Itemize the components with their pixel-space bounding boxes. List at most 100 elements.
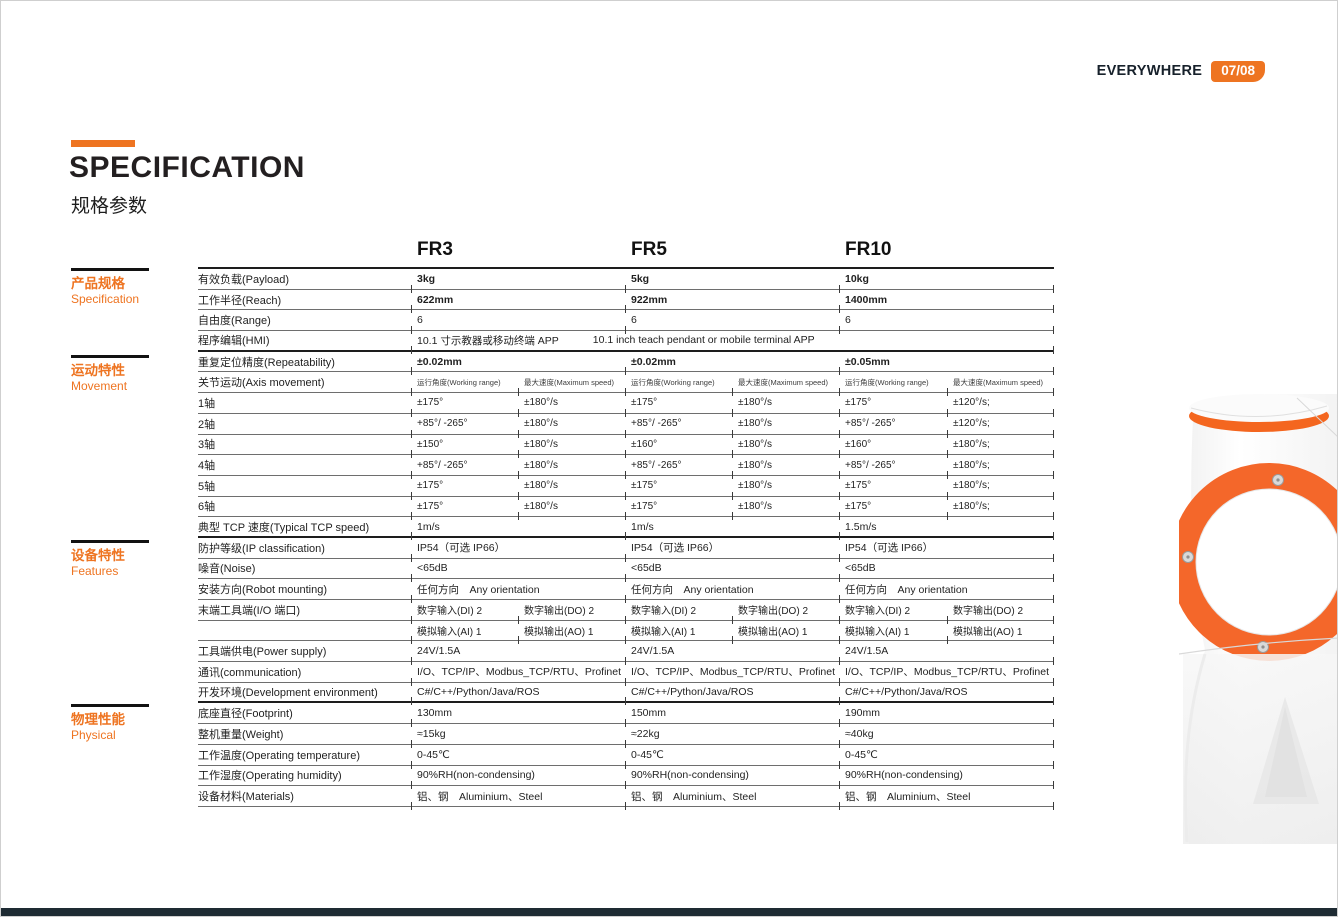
- spec-cell: 数字输出(DO) 2: [518, 600, 625, 624]
- spec-cell: +85°/ -265°: [411, 414, 518, 438]
- spec-cell: 最大速度(Maximum speed): [947, 372, 1054, 396]
- spec-cell: 3kg: [411, 269, 625, 293]
- spec-cell: 24V/1.5A: [411, 641, 625, 665]
- row-label: 重复定位精度(Repeatability): [198, 356, 335, 369]
- row-label: 5轴: [198, 480, 216, 493]
- spec-cell: 任何方向 Any orientation: [411, 579, 625, 603]
- spec-cell: 数字输入(DI) 2: [411, 600, 518, 624]
- spec-cell: ±180°/s: [518, 476, 625, 500]
- spec-cell: ±175°: [839, 476, 947, 500]
- spec-row: 自由度(Range) 6 6 6: [198, 310, 1054, 334]
- spec-row: 开发环境(Development environment) C#/C++/Pyth…: [198, 683, 1054, 706]
- spec-cell: 1.5m/s: [839, 517, 1054, 540]
- spec-row: 5轴 ±175° ±180°/s ±175° ±180°/s ±175° ±180°/s;: [198, 476, 1054, 500]
- spec-cell: 0-45℃: [411, 745, 625, 769]
- spec-row: 设备材料(Materials) 铝、钢 Aluminium、Steel 铝、钢 Al…: [198, 786, 1054, 810]
- spec-cell: 130mm: [411, 703, 625, 727]
- row-label: 6轴: [198, 501, 216, 514]
- title-accent-dash: [71, 140, 135, 147]
- spec-cell: ±180°/s;: [947, 476, 1054, 500]
- row-label: 3轴: [198, 439, 216, 452]
- page-subtitle: 规格参数: [71, 196, 148, 217]
- row-label: 4轴: [198, 460, 216, 473]
- row-label: 工具端供电(Power supply): [198, 646, 327, 659]
- spec-row: 底座直径(Footprint) 130mm 150mm 190mm: [198, 703, 1054, 727]
- row-label: 有效负载(Payload): [198, 273, 290, 286]
- spec-cell: +85°/ -265°: [411, 455, 518, 479]
- spec-cell: 模拟输出(AO) 1: [732, 621, 839, 645]
- row-label: 底座直径(Footprint): [198, 708, 293, 721]
- spec-cell: ±180°/s;: [947, 497, 1054, 520]
- spec-cell: +85°/ -265°: [839, 455, 947, 479]
- spec-cell: <65dB: [839, 559, 1054, 582]
- spec-cell: 数字输入(DI) 2: [625, 600, 732, 624]
- spec-cell: ±180°/s: [518, 435, 625, 458]
- section-label-movement: 运动特性 Movement: [71, 355, 149, 393]
- spec-cell: +85°/ -265°: [625, 455, 732, 479]
- spec-row: 工作湿度(Operating humidity) 90%RH(non-conden…: [198, 766, 1054, 789]
- row-label: 防护等级(IP classification): [198, 542, 325, 555]
- spec-cell: ±175°: [625, 497, 732, 520]
- spec-cell: 铝、钢 Aluminium、Steel: [411, 786, 625, 810]
- spec-cell: ±0.05mm: [839, 352, 1054, 376]
- spec-row: 整机重量(Weight) ≈15kg ≈22kg ≈40kg: [198, 724, 1054, 748]
- page-number-badge: 07/08: [1211, 61, 1265, 82]
- spec-cell: ≈15kg: [411, 724, 625, 748]
- section-en: Specification: [71, 291, 140, 306]
- row-label: 自由度(Range): [198, 315, 271, 328]
- spec-cell: ±180°/s: [518, 393, 625, 417]
- spec-cell: 6: [839, 310, 1054, 334]
- spec-cell: 5kg: [625, 269, 839, 293]
- spec-cell: 数字输入(DI) 2: [839, 600, 947, 624]
- spec-cell: IP54（可选 IP66）: [625, 538, 839, 562]
- spec-cell: 数字输出(DO) 2: [947, 600, 1054, 624]
- row-label: 通讯(communication): [198, 666, 302, 679]
- spec-cell: 90%RH(non-condensing): [411, 766, 625, 789]
- spec-row: 6轴 ±175° ±180°/s ±175° ±180°/s ±175° ±180°/s;: [198, 497, 1054, 520]
- spec-cell: I/O、TCP/IP、Modbus_TCP/RTU、Profinet: [625, 662, 839, 686]
- spec-cell: C#/C++/Python/Java/ROS: [625, 683, 839, 706]
- spec-cell: ±0.02mm: [625, 352, 839, 376]
- spec-row: 工作半径(Reach) 622mm 922mm 1400mm: [198, 290, 1054, 314]
- section-label-physical: 物理性能 Physical: [71, 704, 149, 742]
- spec-row: 通讯(communication) I/O、TCP/IP、Modbus_TCP/R…: [198, 662, 1054, 686]
- header-brand: EVERYWHERE 07/08: [1097, 61, 1265, 82]
- spec-cell: 10.1 寸示教器或移动终端 APP 10.1 inch teach pendan…: [411, 331, 1054, 354]
- model-name-fr3: FR3: [417, 239, 453, 260]
- row-label: 开发环境(Development environment): [198, 687, 378, 700]
- spec-cell: 数字输出(DO) 2: [732, 600, 839, 624]
- spec-cell: 模拟输入(AI) 1: [839, 621, 947, 645]
- spec-row: 2轴 +85°/ -265° ±180°/s +85°/ -265° ±180°/s +8…: [198, 414, 1054, 438]
- spec-cell: ±160°: [625, 435, 732, 458]
- spec-row: 噪音(Noise) <65dB <65dB <65dB: [198, 559, 1054, 582]
- spec-row: 程序编辑(HMI) 10.1 寸示教器或移动终端 APP 10.1 inch tea…: [198, 331, 1054, 354]
- spec-cell: 任何方向 Any orientation: [839, 579, 1054, 603]
- section-label-features: 设备特性 Features: [71, 540, 149, 578]
- page-title: SPECIFICATION: [69, 151, 305, 184]
- spec-cell: 90%RH(non-condensing): [839, 766, 1054, 789]
- spec-cell: 6: [625, 310, 839, 334]
- row-label: 整机重量(Weight): [198, 728, 284, 741]
- spec-cell: IP54（可选 IP66）: [411, 538, 625, 562]
- section-en: Features: [71, 563, 119, 578]
- spec-cell: ≈22kg: [625, 724, 839, 748]
- row-label: 工作半径(Reach): [198, 294, 282, 307]
- spec-cell: 24V/1.5A: [625, 641, 839, 665]
- spec-cell: ±180°/s;: [947, 455, 1054, 479]
- model-name-fr10: FR10: [845, 239, 892, 260]
- spec-cell: C#/C++/Python/Java/ROS: [839, 683, 1054, 706]
- spec-row: 有效负载(Payload) 3kg 5kg 10kg: [198, 269, 1054, 293]
- spec-cell: ±0.02mm: [411, 352, 625, 376]
- spec-cell: <65dB: [411, 559, 625, 582]
- spec-cell: ±175°: [411, 476, 518, 500]
- brand-name: EVERYWHERE: [1096, 63, 1203, 80]
- row-label: 工作湿度(Operating humidity): [198, 770, 342, 783]
- spec-cell: 最大速度(Maximum speed): [732, 372, 839, 396]
- spec-cell: 150mm: [625, 703, 839, 727]
- row-label: 1轴: [198, 397, 216, 410]
- spec-cell: ±180°/s: [518, 497, 625, 520]
- row-label: 噪音(Noise): [198, 563, 256, 576]
- spec-cell: 铝、钢 Aluminium、Steel: [625, 786, 839, 810]
- specification-table: FR3 FR5 FR10 有效负载(Payload) 3kg 5kg 10kg 工作半径…: [198, 237, 1054, 810]
- row-label: 典型 TCP 速度(Typical TCP speed): [198, 521, 370, 534]
